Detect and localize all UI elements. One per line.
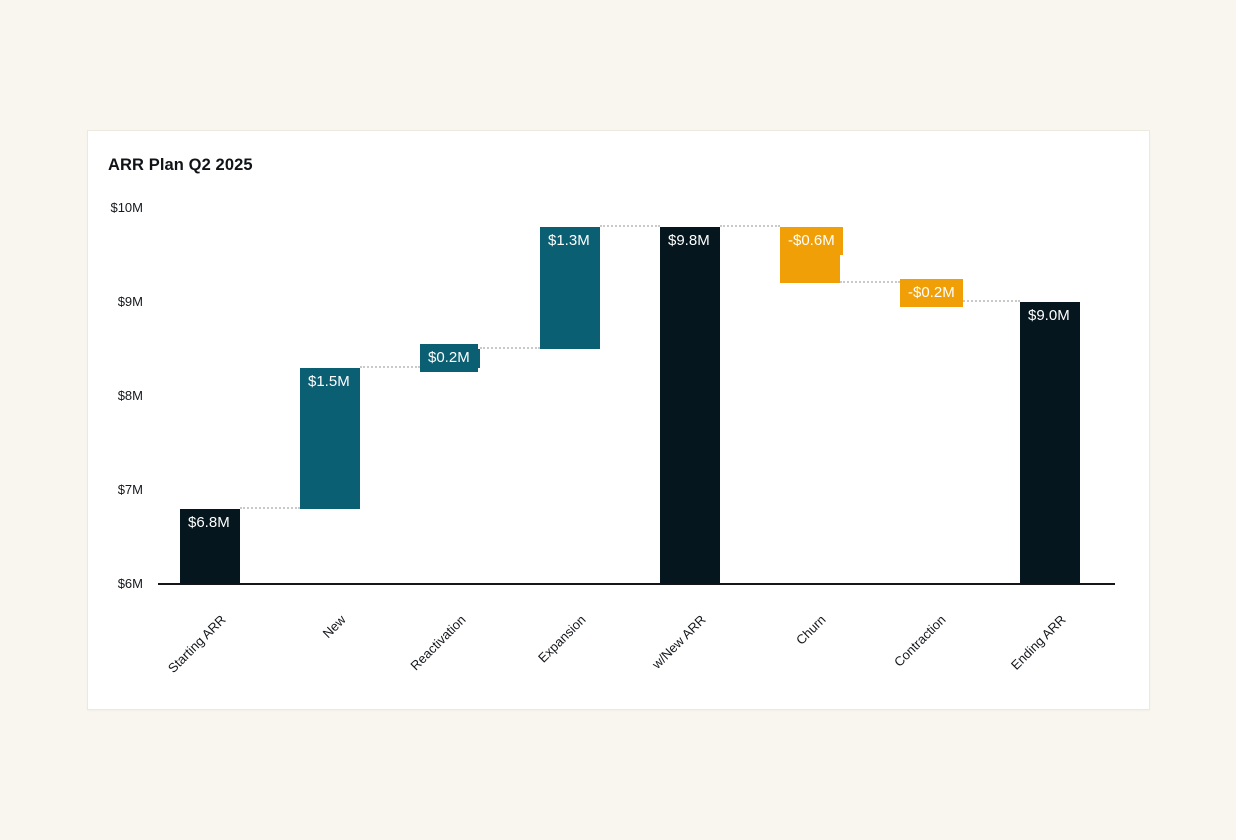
bar-value-label: $1.3M bbox=[540, 226, 598, 255]
x-axis-category-label: Expansion bbox=[535, 612, 589, 666]
bar-value-label: $6.8M bbox=[180, 508, 238, 537]
chart-title: ARR Plan Q2 2025 bbox=[108, 156, 253, 174]
x-axis-category-label: w/New ARR bbox=[648, 612, 709, 672]
bar-ending-arr bbox=[1020, 302, 1080, 584]
x-axis-line bbox=[158, 583, 1115, 585]
y-axis-tick-label: $7M bbox=[117, 482, 143, 497]
connector-line bbox=[480, 347, 540, 349]
connector-line bbox=[360, 365, 420, 368]
y-axis-tick-label: $10M bbox=[110, 200, 143, 215]
y-axis-tick-label: $6M bbox=[117, 576, 143, 591]
x-axis-category-label: Ending ARR bbox=[1007, 612, 1069, 673]
x-axis-category-label: New bbox=[319, 612, 349, 642]
connector-line bbox=[600, 224, 660, 227]
bar-value-label: $9.0M bbox=[1020, 302, 1078, 330]
bar-w-new-arr bbox=[660, 226, 720, 584]
bar-value-label: -$0.6M bbox=[780, 226, 843, 255]
bar-value-label: $0.2M bbox=[420, 344, 478, 373]
chart-card: ARR Plan Q2 2025 $6M $7M $8M $9M $10M $6.8M St… bbox=[87, 130, 1150, 710]
connector-line bbox=[960, 300, 1020, 302]
bar-value-label: -$0.2M bbox=[900, 278, 963, 307]
x-axis-category-label: Contraction bbox=[890, 612, 949, 670]
bar-value-label: $9.8M bbox=[660, 226, 718, 255]
connector-line bbox=[840, 281, 900, 284]
y-axis-tick-label: $8M bbox=[117, 388, 143, 403]
x-axis-category-label: Starting ARR bbox=[164, 612, 229, 676]
y-axis-tick-label: $9M bbox=[117, 294, 143, 309]
x-axis-category-label: Churn bbox=[792, 612, 829, 648]
connector-line bbox=[720, 224, 780, 227]
connector-line bbox=[240, 506, 300, 509]
waterfall-chart: $6M $7M $8M $9M $10M $6.8M Starting ARR $1.5M Ne… bbox=[88, 131, 1149, 709]
x-axis-category-label: Reactivation bbox=[407, 612, 469, 674]
bar-value-label: $1.5M bbox=[300, 367, 358, 396]
